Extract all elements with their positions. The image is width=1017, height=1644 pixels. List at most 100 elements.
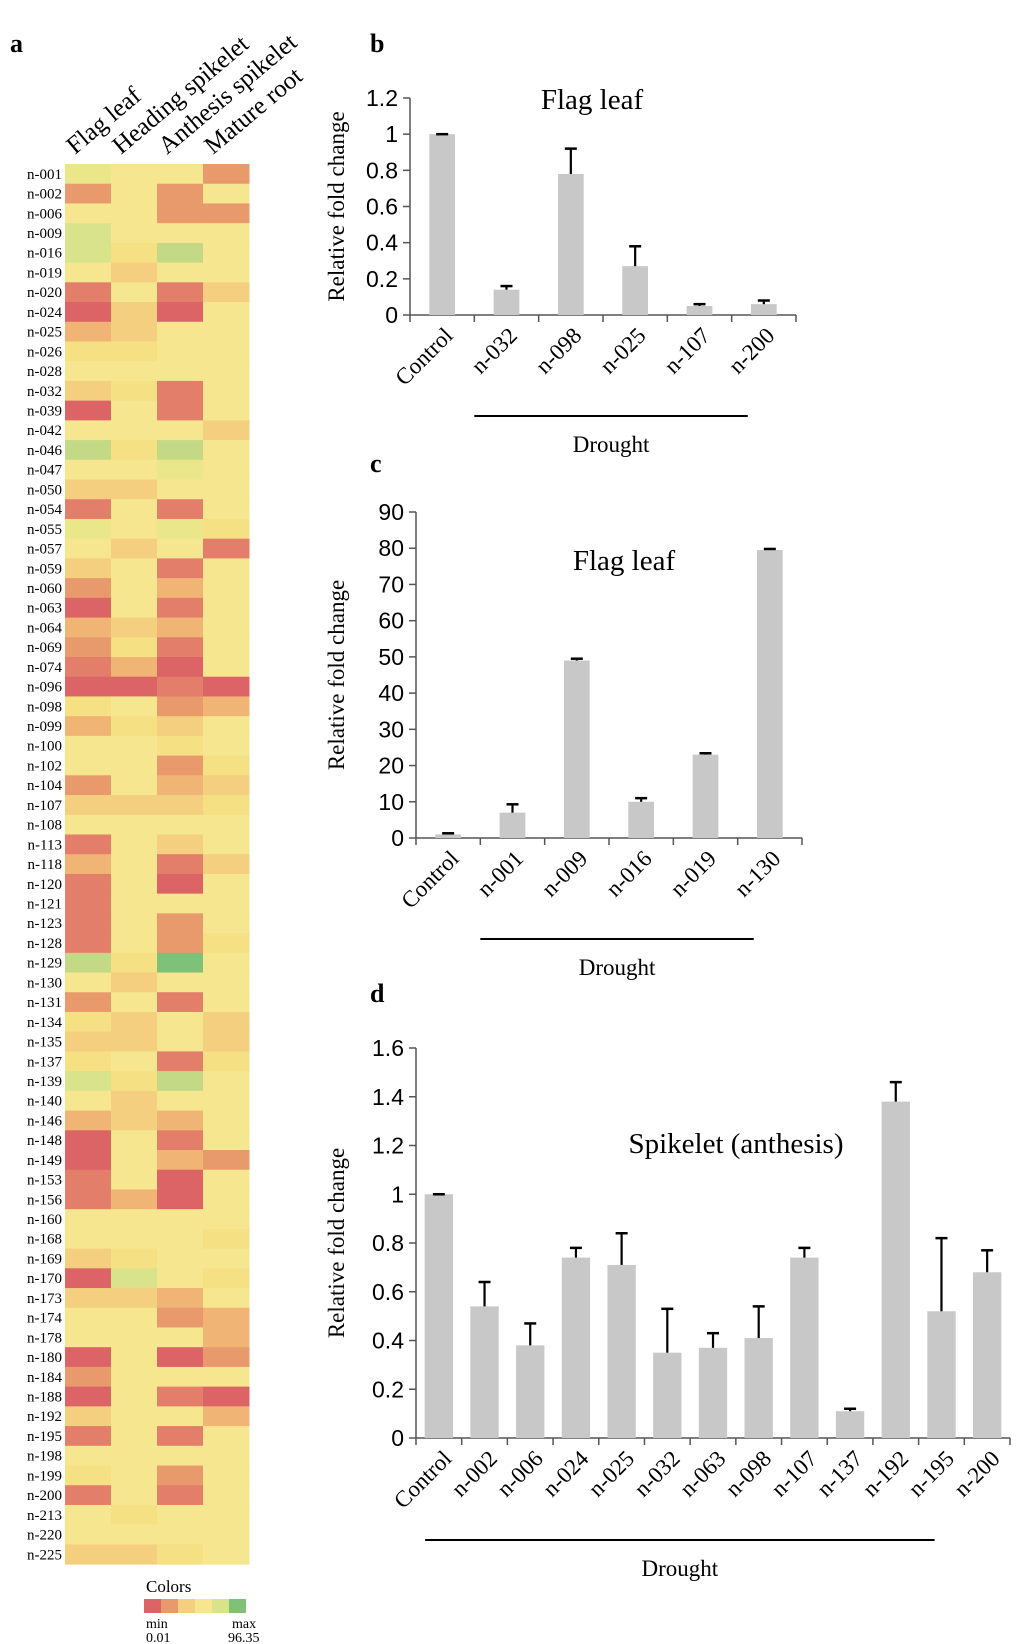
bar — [424, 1194, 454, 1438]
heatmap-cell — [203, 380, 250, 402]
heatmap-cell — [111, 1051, 158, 1072]
heatmap-cell — [65, 814, 112, 835]
heatmap-cell — [203, 302, 250, 323]
heatmap-cell — [203, 893, 250, 914]
heatmap-cell — [203, 992, 250, 1013]
heatmap-cell — [111, 1366, 158, 1388]
heatmap-row-label: n-009 — [27, 226, 62, 242]
heatmap-cell — [157, 637, 204, 658]
heatmap-cell — [65, 223, 112, 244]
heatmap-cell — [157, 1366, 204, 1388]
heatmap-cell — [111, 1288, 158, 1309]
bar — [499, 812, 526, 838]
heatmap-cell — [203, 854, 250, 875]
bar — [435, 834, 462, 838]
heatmap-cell — [111, 597, 158, 619]
heatmap-row-label: n-153 — [27, 1173, 62, 1189]
heatmap-cell — [111, 814, 158, 835]
legend-max-label: max — [232, 1617, 256, 1632]
heatmap-cell — [203, 657, 250, 678]
heatmap-cell — [111, 302, 158, 323]
heatmap-row-label: n-170 — [27, 1271, 62, 1287]
heatmap-row-label: n-047 — [27, 463, 62, 479]
heatmap-row-label: n-184 — [27, 1370, 62, 1386]
heatmap-cell — [157, 795, 204, 816]
heatmap-cell — [111, 972, 158, 993]
y-tick-label: 1 — [391, 1181, 404, 1207]
heatmap-cell — [157, 282, 204, 303]
heatmap-cell — [111, 1090, 158, 1112]
heatmap-cell — [203, 696, 250, 717]
x-category-label: n-024 — [538, 1446, 594, 1502]
heatmap-cell — [203, 1327, 250, 1348]
heatmap-cell — [157, 341, 204, 362]
heatmap-cell — [111, 242, 158, 264]
heatmap-cell — [203, 1544, 250, 1565]
heatmap-cell — [157, 755, 204, 776]
heatmap-cell — [157, 597, 204, 619]
x-category-label: Control — [390, 323, 457, 390]
heatmap-cell — [111, 873, 158, 895]
heatmap-cell — [157, 893, 204, 914]
bar — [686, 305, 713, 315]
x-category-label: n-137 — [812, 1446, 868, 1502]
heatmap-cell — [157, 183, 204, 204]
bar — [557, 173, 584, 315]
heatmap-cell — [65, 242, 112, 264]
legend-swatch — [212, 1599, 229, 1613]
heatmap-row-label: n-195 — [27, 1429, 62, 1445]
heatmap-cell — [157, 696, 204, 717]
heatmap-cell — [203, 1031, 250, 1052]
heatmap-cell — [203, 558, 250, 579]
heatmap-cell — [203, 341, 250, 362]
heatmap-cell — [157, 1228, 204, 1250]
heatmap-cell — [203, 420, 250, 441]
x-category-label: n-032 — [466, 323, 522, 379]
heatmap-row-label: n-213 — [27, 1508, 62, 1524]
heatmap-row-label: n-006 — [27, 206, 62, 222]
heatmap-cell — [111, 499, 158, 520]
group-label: Drought — [642, 1556, 719, 1581]
heatmap-cell — [65, 282, 112, 303]
x-category-label: n-192 — [858, 1446, 914, 1502]
heatmap-cell — [203, 755, 250, 776]
heatmap-cell — [157, 518, 204, 540]
heatmap-cell — [65, 913, 112, 934]
heatmap-cell — [157, 676, 204, 697]
heatmap-cell — [203, 1445, 250, 1467]
bar — [561, 1257, 591, 1438]
y-tick-label: 1 — [385, 121, 398, 147]
y-tick-label: 90 — [378, 499, 404, 525]
heatmap-cell — [111, 795, 158, 816]
heatmap-cell — [111, 716, 158, 737]
heatmap-row-label: n-028 — [27, 364, 62, 380]
heatmap-cell — [203, 637, 250, 658]
heatmap-row-label: n-137 — [27, 1054, 62, 1070]
heatmap-row-label: n-046 — [27, 443, 62, 459]
heatmap-cell — [111, 933, 158, 954]
bar — [881, 1101, 910, 1438]
heatmap-cell — [65, 1307, 112, 1328]
heatmap-row-label: n-129 — [27, 956, 62, 972]
panel-letter-a: a — [10, 29, 23, 58]
heatmap-row-label: n-135 — [27, 1035, 62, 1051]
y-tick-label: 70 — [378, 571, 404, 597]
y-tick-label: 40 — [378, 680, 404, 706]
heatmap-cell — [65, 1544, 112, 1565]
heatmap-cell — [157, 1110, 204, 1131]
heatmap-cell — [65, 775, 112, 796]
y-axis-label: Relative fold change — [324, 111, 349, 301]
heatmap-row-label: n-192 — [27, 1409, 62, 1425]
heatmap-cell — [65, 1386, 112, 1407]
chart-title: Flag leaf — [573, 545, 676, 577]
heatmap-cell — [157, 1051, 204, 1072]
legend-swatches — [144, 1599, 246, 1613]
heatmap-cell — [203, 1406, 250, 1427]
heatmap-cell — [157, 400, 204, 421]
y-tick-label: 1.2 — [366, 85, 398, 111]
heatmap-cell — [65, 617, 112, 638]
heatmap-row-label: n-025 — [27, 325, 62, 341]
heatmap-cell — [203, 1485, 250, 1506]
x-category-label: n-009 — [537, 846, 593, 902]
heatmap-cell — [157, 1268, 204, 1289]
